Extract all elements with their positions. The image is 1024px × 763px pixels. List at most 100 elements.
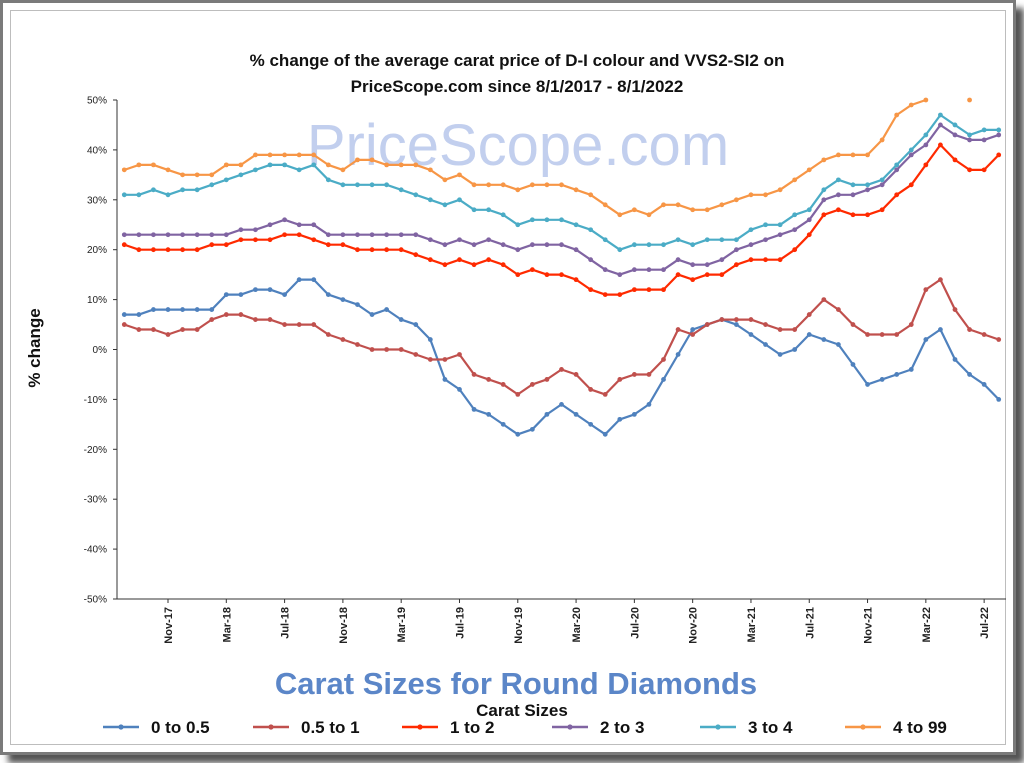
data-point-4-to-99 xyxy=(398,162,404,168)
y-axis-label: % change xyxy=(25,308,44,387)
data-point-4-to-99 xyxy=(311,152,317,158)
data-point-3-to-4 xyxy=(923,132,929,138)
data-point-1-to-2 xyxy=(413,252,419,258)
data-point-1-to-2 xyxy=(457,257,462,263)
data-point-4-to-99 xyxy=(806,167,812,173)
data-point-1-to-2 xyxy=(938,142,943,148)
data-point-3-to-4 xyxy=(515,222,521,228)
y-tick-label: 30% xyxy=(87,195,107,206)
data-point-4-to-99 xyxy=(369,157,375,163)
data-point-3-to-4 xyxy=(238,172,244,178)
data-point-4-to-99 xyxy=(792,177,798,183)
chart-axes xyxy=(113,99,1006,603)
data-point-2-to-3 xyxy=(763,237,768,243)
data-point-0-5-to-1 xyxy=(486,377,492,382)
x-tick-label: Nov-19 xyxy=(513,607,525,644)
data-point-4-to-99 xyxy=(384,162,390,168)
data-point-3-to-4 xyxy=(267,162,273,168)
data-point-1-to-2 xyxy=(529,267,535,273)
data-point-2-to-3 xyxy=(719,257,725,263)
data-point-0-5-to-1 xyxy=(865,332,870,337)
x-tick-label: Jul-22 xyxy=(979,607,991,639)
data-point-0-to-0-5 xyxy=(865,382,870,387)
data-point-1-to-2 xyxy=(981,167,987,173)
legend-marker-3-to-4 xyxy=(715,724,721,730)
data-point-4-to-99 xyxy=(559,182,564,188)
data-point-2-to-3 xyxy=(996,132,1002,138)
data-point-3-to-4 xyxy=(981,127,987,133)
data-point-4-to-99 xyxy=(748,192,754,198)
data-point-0-to-0-5 xyxy=(180,307,185,312)
data-point-4-to-99 xyxy=(631,207,637,213)
data-point-0-to-0-5 xyxy=(850,362,856,367)
data-point-0-to-0-5 xyxy=(398,317,404,322)
data-point-0-to-0-5 xyxy=(763,342,768,347)
data-point-1-to-2 xyxy=(209,242,215,248)
data-point-1-to-2 xyxy=(151,247,156,253)
chart-frame-inner-border xyxy=(10,10,1006,745)
data-point-2-to-3 xyxy=(165,232,171,238)
data-point-3-to-4 xyxy=(719,237,725,243)
data-point-0-to-0-5 xyxy=(500,421,506,427)
x-tick-label: Nov-21 xyxy=(863,607,875,644)
data-point-0-to-0-5 xyxy=(733,322,739,327)
data-point-0-5-to-1 xyxy=(661,357,666,362)
data-point-1-to-2 xyxy=(165,247,171,253)
data-point-1-to-2 xyxy=(311,237,317,243)
y-tick-label: 50% xyxy=(87,96,107,107)
data-point-1-to-2 xyxy=(719,272,725,278)
data-point-2-to-3 xyxy=(500,242,506,248)
data-point-4-to-99 xyxy=(238,162,244,168)
data-point-2-to-3 xyxy=(209,232,215,238)
data-point-0-5-to-1 xyxy=(792,327,798,332)
data-point-0-to-0-5 xyxy=(340,297,346,302)
data-point-0-5-to-1 xyxy=(690,332,696,337)
data-point-3-to-4 xyxy=(675,237,681,243)
data-point-3-to-4 xyxy=(806,207,812,213)
data-point-3-to-4 xyxy=(938,112,943,118)
data-point-1-to-2 xyxy=(704,272,710,278)
data-point-1-to-2 xyxy=(763,257,768,263)
data-point-3-to-4 xyxy=(384,182,390,188)
data-point-4-to-99 xyxy=(267,152,273,158)
legend-label-0-to-0-5: 0 to 0.5 xyxy=(151,718,210,737)
y-tick-label: -50% xyxy=(84,595,107,606)
data-point-0-to-0-5 xyxy=(325,292,331,298)
y-tick-label: -20% xyxy=(84,445,107,456)
legend-label-1-to-2: 1 to 2 xyxy=(450,718,494,737)
data-point-0-to-0-5 xyxy=(821,337,827,342)
data-point-1-to-2 xyxy=(646,287,652,293)
data-point-1-to-2 xyxy=(515,272,521,278)
data-point-1-to-2 xyxy=(267,237,273,243)
data-point-0-to-0-5 xyxy=(573,411,579,417)
legend-marker-2-to-3 xyxy=(567,724,573,730)
data-point-3-to-4 xyxy=(617,247,623,253)
data-point-0-to-0-5 xyxy=(136,312,142,317)
data-point-0-to-0-5 xyxy=(646,401,652,407)
data-point-3-to-4 xyxy=(967,132,972,138)
data-point-0-5-to-1 xyxy=(311,322,317,327)
data-point-0-5-to-1 xyxy=(719,317,725,322)
data-point-3-to-4 xyxy=(908,147,914,153)
data-point-3-to-4 xyxy=(879,177,885,183)
data-point-0-to-0-5 xyxy=(515,431,521,437)
data-point-4-to-99 xyxy=(486,182,492,188)
data-point-2-to-3 xyxy=(573,247,579,253)
data-point-4-to-99 xyxy=(544,182,550,188)
data-point-1-to-2 xyxy=(194,247,200,253)
data-point-2-to-3 xyxy=(238,227,244,233)
data-point-0-5-to-1 xyxy=(267,317,273,322)
data-point-3-to-4 xyxy=(763,222,768,228)
data-point-2-to-3 xyxy=(223,232,229,238)
data-point-2-to-3 xyxy=(661,267,666,273)
data-point-0-5-to-1 xyxy=(544,377,550,382)
data-point-0-to-0-5 xyxy=(151,307,156,312)
x-tick-label: Nov-20 xyxy=(688,607,700,644)
data-point-0-5-to-1 xyxy=(282,322,287,327)
data-point-1-to-2 xyxy=(850,212,856,218)
data-point-0-5-to-1 xyxy=(894,332,900,337)
legend: 0 to 0.5 0.5 to 1 1 to 2 2 to 3 3 to 4 4 to 9… xyxy=(103,718,947,737)
data-point-0-5-to-1 xyxy=(121,322,127,327)
data-point-4-to-99 xyxy=(500,182,506,188)
